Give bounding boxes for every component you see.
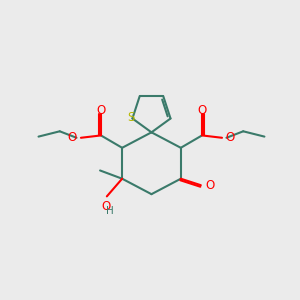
Text: O: O <box>101 200 110 213</box>
Text: O: O <box>205 179 214 192</box>
Text: O: O <box>96 103 106 117</box>
Text: S: S <box>127 111 135 124</box>
Text: O: O <box>197 103 207 117</box>
Text: H: H <box>106 206 114 216</box>
Text: O: O <box>68 131 77 144</box>
Text: O: O <box>226 131 235 144</box>
